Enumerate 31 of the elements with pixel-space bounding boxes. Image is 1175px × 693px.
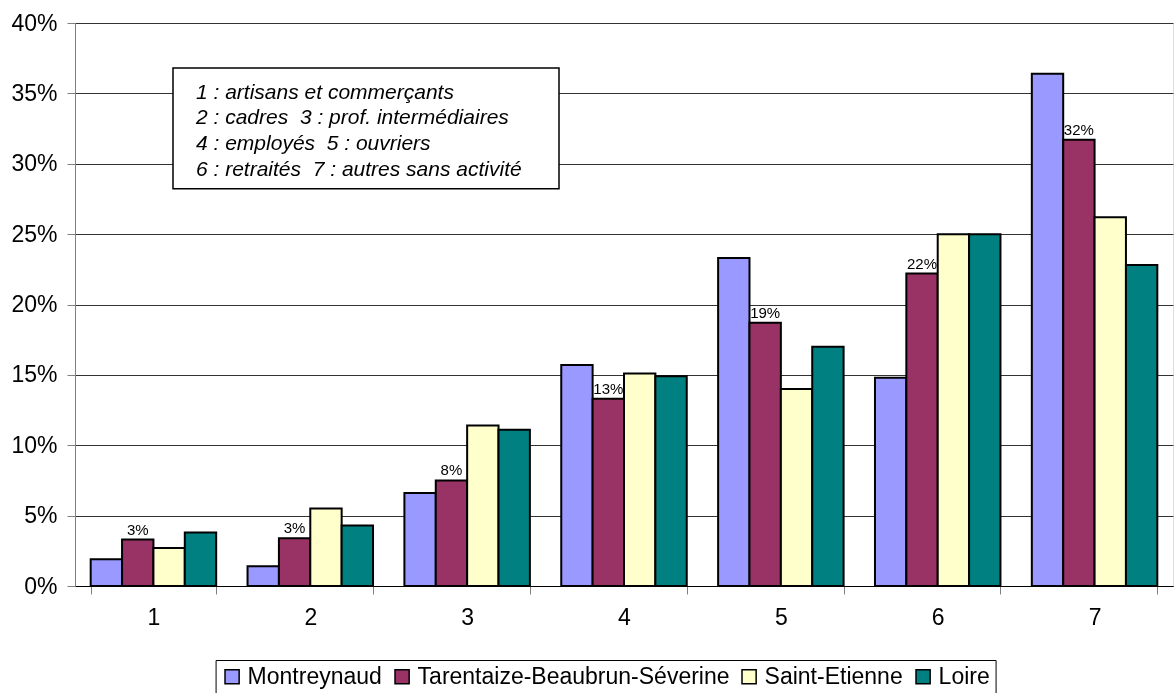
x-tick-label: 2 <box>304 603 318 630</box>
y-tick-label: 40% <box>11 9 58 36</box>
annotation: 2 : cadres 3 : prof. intermédiaires <box>195 105 510 129</box>
x-tick-label: 4 <box>618 603 632 630</box>
data-label: 22% <box>907 254 938 272</box>
annotation: 4 : employés 5 : ouvriers <box>196 130 432 154</box>
y-tick-label: 15% <box>11 361 58 388</box>
annotation: 6 : retraités 7 : autres sans activité <box>196 156 522 180</box>
data-label: 13% <box>593 379 624 397</box>
legend-label: Tarentaize-Beaubrun-Séverine <box>417 662 730 689</box>
data-label: 19% <box>750 303 781 321</box>
y-tick-label: 20% <box>11 291 58 317</box>
y-tick-label: 30% <box>11 150 58 177</box>
data-label: 3% <box>126 520 149 538</box>
data-label: 3% <box>283 519 306 537</box>
y-tick-label: 0% <box>24 572 58 599</box>
x-tick-label: 7 <box>1088 603 1102 630</box>
x-tick-label: 5 <box>774 603 788 630</box>
y-tick-label: 10% <box>11 431 58 458</box>
x-tick-label: 3 <box>461 603 475 630</box>
legend-label: Montreynaud <box>247 662 382 689</box>
data-label: 8% <box>440 461 463 479</box>
y-tick-label: 35% <box>11 79 58 106</box>
x-tick-label: 1 <box>147 603 161 630</box>
annotation: 1 : artisans et commerçants <box>196 79 455 103</box>
legend-label: Saint-Etienne <box>764 662 903 689</box>
data-label: 32% <box>1063 120 1094 138</box>
x-tick-label: 6 <box>931 603 945 630</box>
y-tick-label: 5% <box>24 502 58 529</box>
legend-label: Loire <box>938 662 990 689</box>
y-tick-label: 25% <box>11 220 58 247</box>
